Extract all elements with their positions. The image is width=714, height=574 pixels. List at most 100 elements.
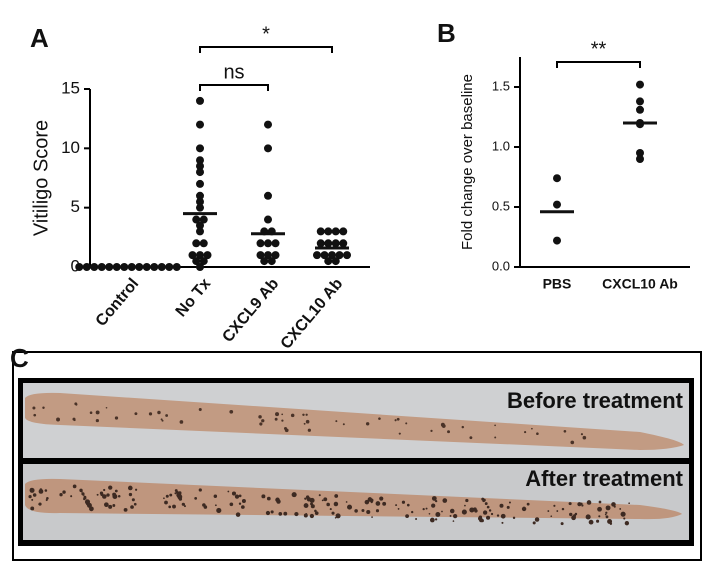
data-point [192, 239, 201, 248]
pigment-spot [318, 494, 321, 497]
pigment-spot [563, 429, 567, 433]
data-point [196, 96, 204, 105]
data-point [196, 221, 204, 230]
pigment-spot [168, 505, 172, 509]
data-point [264, 239, 272, 248]
pigment-spot [508, 501, 511, 504]
pigment-spot [365, 422, 370, 426]
pigment-spot [366, 509, 371, 515]
pigment-spot [494, 424, 496, 427]
pigment-spot [536, 432, 539, 435]
pigment-spot [130, 505, 134, 509]
data-point [196, 191, 204, 200]
pigment-spot [214, 504, 217, 507]
pigment-spot [531, 427, 533, 430]
data-point [196, 203, 204, 212]
pigment-spot [177, 494, 183, 500]
pigment-spot [105, 406, 108, 409]
pigment-spot [302, 413, 305, 417]
pigment-spot [259, 422, 263, 426]
pigment-spot [534, 517, 540, 522]
pigment-spot [628, 502, 630, 505]
pigment-spot [305, 419, 310, 424]
data-point [150, 263, 159, 271]
pigment-spot [178, 491, 182, 495]
data-point [199, 239, 208, 248]
pigment-spot [148, 412, 153, 416]
data-point [196, 197, 204, 206]
pigment-spot [335, 513, 341, 519]
data-point [196, 120, 204, 129]
pigment-spot [478, 518, 484, 523]
pigment-spot [261, 419, 265, 423]
pigment-spot [231, 491, 237, 496]
pigment-spot [490, 512, 494, 516]
data-point [75, 263, 84, 271]
pigment-spot [496, 514, 500, 517]
pigment-spot [46, 497, 49, 500]
pigment-spot [235, 512, 241, 517]
pigment-spot [333, 501, 339, 507]
data-point [188, 251, 197, 260]
pigment-spot [449, 508, 455, 514]
pigment-spot [484, 502, 488, 506]
pigment-spot [258, 415, 262, 419]
pigment-spot [334, 494, 339, 498]
pigment-spot [354, 509, 358, 513]
pigment-spot [431, 496, 437, 501]
pigment-spot [70, 495, 73, 498]
data-point [320, 251, 329, 260]
pigment-spot [577, 502, 582, 507]
pigment-spot [605, 505, 611, 511]
x-tick-label: CXCL9 Ab [219, 275, 282, 346]
pigment-spot [506, 505, 510, 509]
pigment-spot [571, 515, 576, 521]
pigment-spot [405, 422, 408, 425]
pigment-spot [494, 436, 497, 439]
pigment-spot [117, 494, 121, 498]
pigment-spot [84, 497, 87, 500]
pigment-spot [276, 499, 281, 504]
pigment-spot [382, 501, 387, 506]
data-point [256, 251, 265, 260]
pigment-spot [182, 503, 186, 506]
pigment-spot [411, 510, 414, 514]
pigment-spot [568, 502, 572, 506]
data-point [553, 236, 561, 245]
pigment-spot [169, 493, 173, 497]
pigment-spot [157, 410, 161, 415]
pigment-spot [461, 509, 467, 515]
photo-caption: Before treatment [507, 388, 684, 413]
data-point [196, 156, 204, 165]
pigment-spot [202, 503, 206, 507]
pigment-spot [114, 489, 118, 493]
pigment-spot [474, 509, 478, 513]
pigment-spot [581, 504, 584, 507]
pigment-spot [265, 510, 271, 516]
data-point [324, 257, 333, 266]
pigment-spot [323, 497, 328, 502]
pigment-spot [428, 512, 431, 515]
pigment-spot [227, 490, 230, 493]
pigment-spot [370, 501, 373, 504]
x-tick-label: CXCL10 Ab [278, 275, 347, 352]
pigment-spot [597, 506, 602, 512]
pigment-spot [345, 501, 348, 503]
pigment-spot [449, 514, 452, 517]
pigment-spot [303, 513, 308, 518]
y-tick-label: 0 [71, 256, 80, 275]
pigment-spot [216, 507, 222, 514]
pigment-spot [570, 440, 575, 445]
pigment-spot [447, 430, 451, 434]
pigment-spot [238, 494, 242, 498]
pigment-spot [89, 411, 93, 415]
pigment-spot [364, 499, 370, 505]
pigment-spot [501, 521, 504, 524]
pigment-spot [371, 516, 373, 518]
pigment-spot [326, 502, 330, 507]
pigment-spot [524, 431, 527, 434]
pigment-spot [30, 506, 35, 511]
pigment-spot [430, 429, 433, 433]
data-point [271, 239, 280, 248]
pigment-spot [305, 413, 308, 416]
